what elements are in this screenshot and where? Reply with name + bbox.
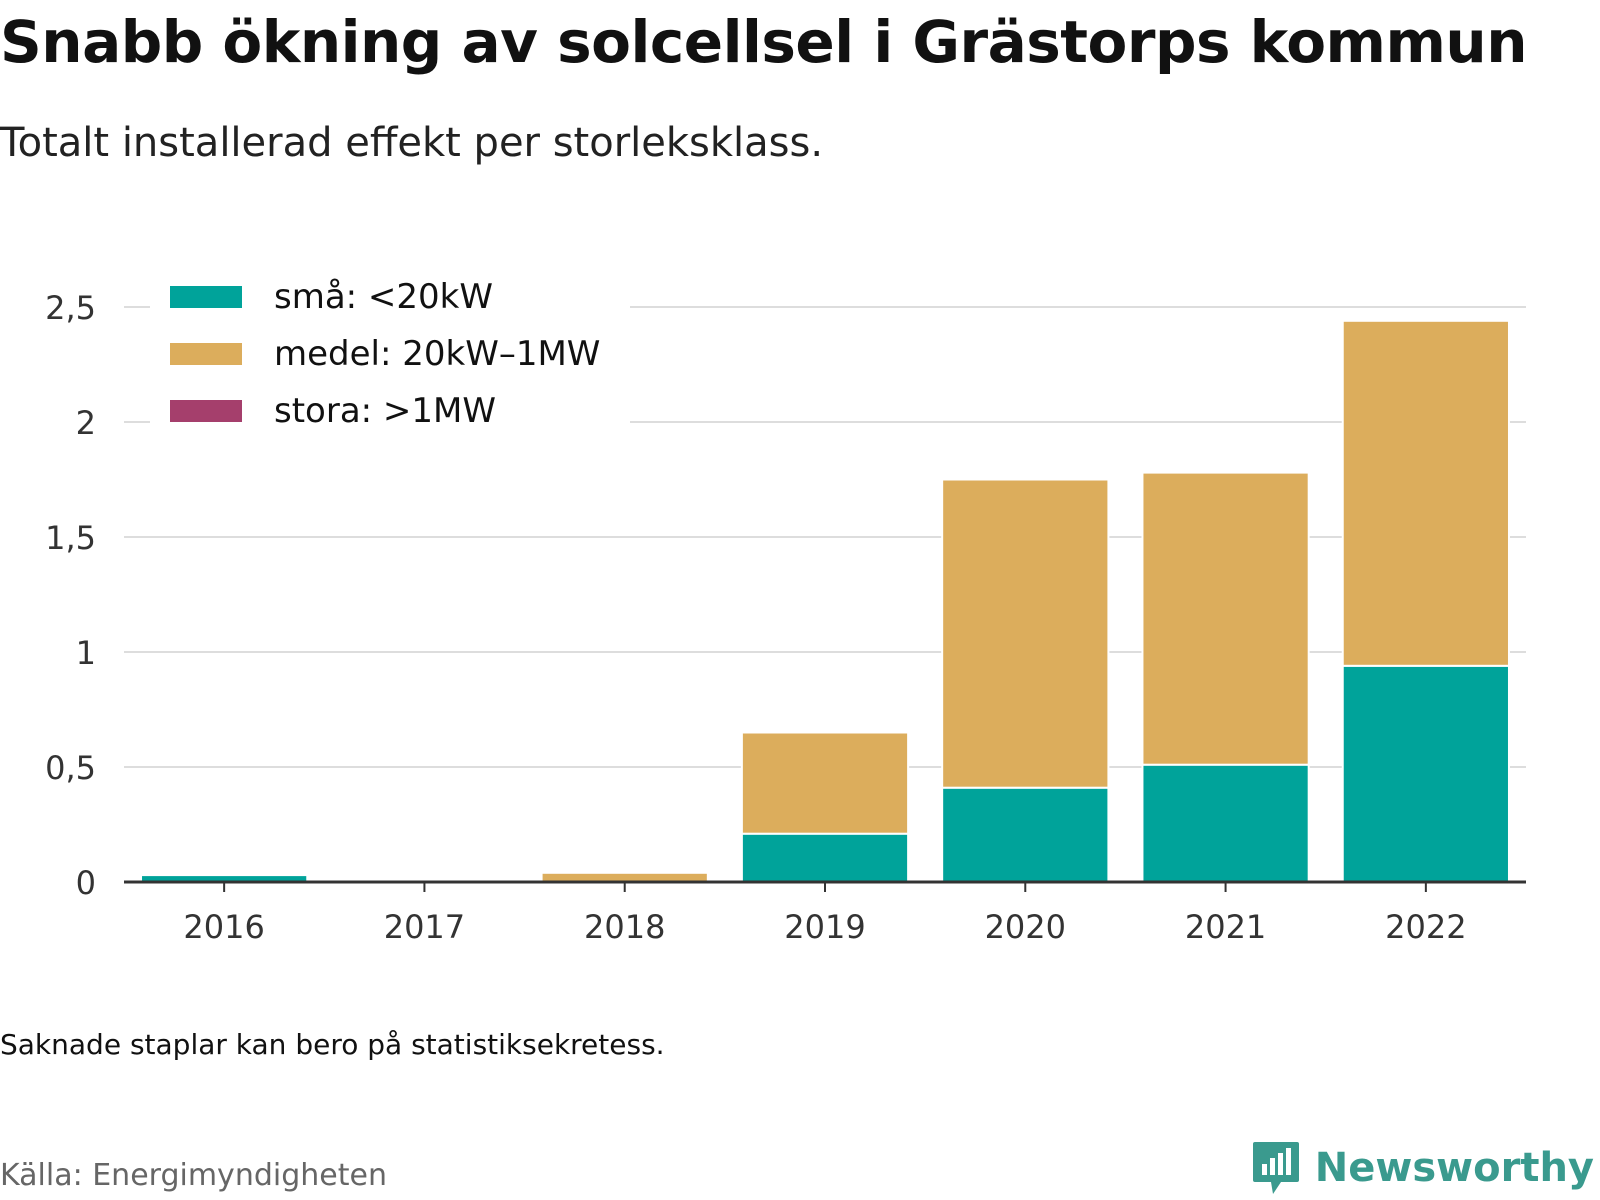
legend-label: stora: >1MW [274,391,496,431]
y-tick-label: 0,5 [45,749,96,787]
source-label: Källa: Energimyndigheten [0,1158,387,1193]
bar-segment [941,786,1110,884]
brand-name: Newsworthy [1314,1145,1594,1191]
bar-segment [1141,471,1310,766]
y-tick-label: 2 [76,404,96,442]
bar-segment [1141,763,1310,884]
chart-subtitle: Totalt installerad effekt per storlekskl… [0,120,824,166]
x-tick-label: 2016 [183,908,264,946]
y-tick-label: 1,5 [45,519,96,557]
footnote: Saknade staplar kan bero på statistiksek… [0,1028,665,1061]
bar-segment [941,478,1110,789]
x-tick-label: 2019 [784,908,865,946]
stacked-bar-chart: 0 0,5 1 1,5 2 2,5 2016 2017 2018 2019 2020 2021 2022… [45,268,1526,946]
x-tick-label: 2021 [1185,908,1266,946]
x-tick-label: 2022 [1385,908,1466,946]
axes: 0 0,5 1 1,5 2 2,5 2016 2017 2018 2019 2020 2021 2022 [45,289,1526,946]
y-tick-label: 0 [76,864,96,902]
bar-segment [1341,319,1510,667]
legend-label: små: <20kW [274,277,493,317]
bar-segment [740,731,910,835]
chart-title: Snabb ökning av solcellsel i Grästorps k… [0,8,1528,76]
bar-segment [1341,664,1510,883]
x-tick-label: 2017 [384,908,465,946]
legend-swatch [170,286,242,308]
legend-swatch [170,400,242,422]
legend: små: <20kW medel: 20kW–1MW stora: >1MW [150,268,630,431]
x-tick-label: 2020 [985,908,1066,946]
legend-swatch [170,343,242,365]
legend-label: medel: 20kW–1MW [274,334,600,374]
brand: Newsworthy [1251,1140,1594,1196]
bar-segment [740,832,910,884]
newsworthy-logo-icon [1252,1142,1299,1194]
y-tick-label: 2,5 [45,289,96,327]
y-tick-label: 1 [76,634,96,672]
x-tick-label: 2018 [584,908,665,946]
